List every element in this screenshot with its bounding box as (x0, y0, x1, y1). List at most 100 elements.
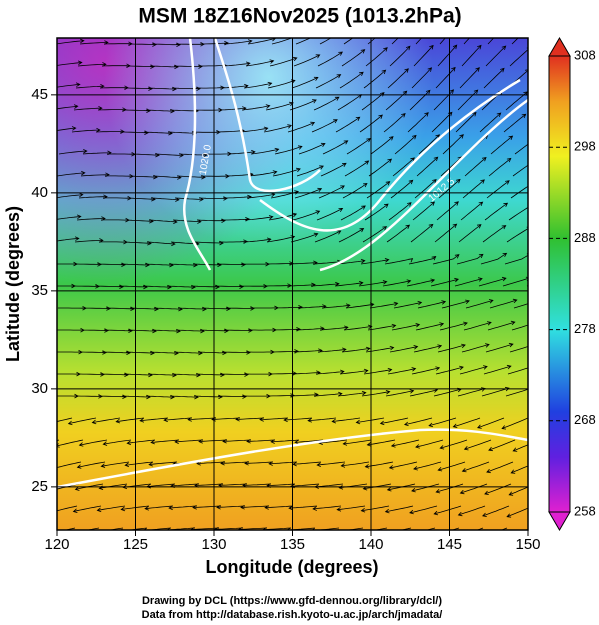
colorbar-tick-label: 278 (574, 321, 596, 336)
streamline (241, 104, 271, 111)
streamline (482, 225, 507, 243)
streamline (244, 461, 274, 466)
streamline (387, 68, 409, 89)
streamline (505, 388, 528, 397)
streamline (433, 505, 462, 516)
streamline (364, 461, 394, 469)
streamline (363, 69, 387, 89)
streamline (409, 505, 438, 515)
streamline (439, 321, 468, 331)
streamline (57, 505, 78, 512)
streamline (432, 254, 460, 265)
streamline (413, 44, 434, 67)
streamline (436, 201, 459, 221)
streamline (437, 461, 466, 472)
streamline (248, 170, 278, 177)
y-tick-label: 25 (31, 478, 48, 495)
streamline (214, 284, 244, 289)
streamline (503, 113, 527, 133)
streamline (198, 439, 228, 444)
x-tick-label: 135 (280, 536, 305, 553)
streamline (57, 82, 81, 88)
streamline (481, 386, 510, 397)
streamline (272, 167, 301, 177)
streamline (174, 439, 204, 444)
streamline (270, 349, 299, 354)
streamline (339, 71, 364, 89)
streamline (344, 160, 370, 177)
streamline (263, 124, 293, 133)
streamline (240, 505, 270, 510)
streamline (512, 444, 528, 452)
streamline (316, 461, 346, 467)
streamline (368, 158, 393, 177)
streamline (173, 64, 203, 69)
streamline (128, 42, 157, 47)
streamline (294, 439, 324, 445)
streamline (245, 59, 275, 67)
streamline (101, 350, 131, 356)
streamline (512, 164, 528, 177)
streamline (486, 180, 510, 199)
streamline (126, 64, 155, 69)
axes: 120 125 130 135 140 145 150 25 30 35 40 45 (31, 86, 540, 553)
streamline (139, 417, 169, 423)
streamline (312, 505, 342, 511)
streamline (506, 507, 528, 518)
streamline (102, 439, 132, 446)
streamline (510, 185, 528, 199)
streamline (362, 527, 388, 530)
streamline (361, 390, 391, 397)
streamline (501, 417, 528, 430)
streamline (219, 372, 249, 377)
y-tick-label: 40 (31, 184, 48, 201)
streamline (294, 187, 323, 199)
streamline (452, 417, 481, 428)
streamline (216, 504, 246, 510)
streamline (391, 38, 399, 45)
streamline (412, 201, 436, 221)
colorbar-tick-label: 308 (574, 47, 596, 62)
streamline (223, 328, 253, 333)
streamline (219, 83, 249, 89)
streamline (508, 486, 528, 496)
streamline (484, 202, 509, 221)
streamline (57, 126, 77, 131)
streamline (26, 506, 53, 514)
streamline (97, 527, 124, 530)
streamline (389, 345, 419, 353)
streamline (416, 156, 439, 177)
streamline (346, 137, 371, 155)
streamline (57, 417, 73, 422)
streamline (487, 320, 516, 331)
streamline (57, 170, 86, 177)
streamline (392, 157, 415, 177)
colorbar (548, 55, 571, 513)
streamline (465, 299, 494, 309)
streamline (95, 129, 125, 134)
streamline (318, 185, 345, 199)
streamline (411, 67, 433, 89)
isobar (259, 78, 521, 232)
streamline (126, 439, 156, 446)
streamline (292, 210, 321, 221)
streamline (483, 364, 512, 375)
streamline (270, 439, 300, 444)
streamline (225, 306, 255, 311)
streamline (527, 131, 528, 132)
streamline (411, 366, 441, 375)
streamline (78, 439, 108, 447)
streamline (459, 67, 480, 89)
streamline (216, 262, 246, 267)
streamline (220, 460, 250, 466)
streamline (57, 192, 84, 199)
streamline (223, 39, 253, 45)
streamline (413, 344, 443, 353)
streamline (198, 196, 228, 201)
streamline (413, 461, 442, 471)
streamline (97, 394, 127, 399)
streamline (243, 81, 273, 89)
streamline (484, 483, 512, 495)
streamline (477, 417, 505, 429)
streamline (76, 461, 106, 469)
